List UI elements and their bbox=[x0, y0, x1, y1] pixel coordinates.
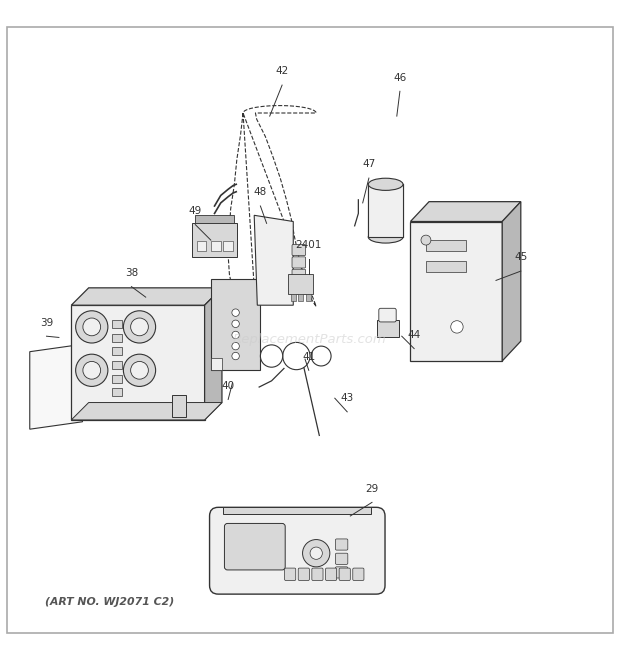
Polygon shape bbox=[211, 279, 260, 370]
Text: 48: 48 bbox=[254, 187, 267, 197]
FancyBboxPatch shape bbox=[112, 334, 122, 342]
Text: 49: 49 bbox=[188, 206, 202, 216]
FancyBboxPatch shape bbox=[298, 294, 303, 302]
FancyBboxPatch shape bbox=[326, 568, 337, 581]
Circle shape bbox=[232, 320, 239, 327]
Text: 47: 47 bbox=[362, 160, 376, 170]
Polygon shape bbox=[410, 222, 502, 361]
FancyBboxPatch shape bbox=[379, 308, 396, 322]
Text: 40: 40 bbox=[221, 381, 235, 391]
FancyBboxPatch shape bbox=[112, 347, 122, 356]
Text: 42: 42 bbox=[275, 67, 289, 77]
FancyBboxPatch shape bbox=[172, 395, 186, 417]
Circle shape bbox=[123, 311, 156, 343]
FancyBboxPatch shape bbox=[298, 568, 309, 581]
Text: 46: 46 bbox=[393, 73, 407, 82]
FancyBboxPatch shape bbox=[368, 184, 403, 237]
Circle shape bbox=[451, 321, 463, 333]
FancyBboxPatch shape bbox=[192, 222, 237, 257]
FancyBboxPatch shape bbox=[312, 568, 323, 581]
Circle shape bbox=[232, 331, 239, 339]
Text: 38: 38 bbox=[125, 268, 138, 278]
Text: 45: 45 bbox=[514, 252, 528, 263]
Circle shape bbox=[421, 235, 431, 245]
FancyBboxPatch shape bbox=[335, 553, 348, 564]
FancyBboxPatch shape bbox=[211, 241, 221, 251]
Circle shape bbox=[232, 352, 239, 360]
Polygon shape bbox=[71, 288, 222, 305]
Polygon shape bbox=[205, 288, 222, 420]
Circle shape bbox=[83, 362, 100, 379]
Circle shape bbox=[232, 343, 239, 350]
FancyBboxPatch shape bbox=[292, 282, 306, 293]
FancyBboxPatch shape bbox=[112, 375, 122, 383]
FancyBboxPatch shape bbox=[195, 215, 234, 222]
FancyBboxPatch shape bbox=[112, 388, 122, 397]
Text: 29: 29 bbox=[365, 484, 379, 494]
Circle shape bbox=[83, 318, 100, 336]
Polygon shape bbox=[502, 202, 521, 361]
Polygon shape bbox=[71, 403, 222, 420]
FancyBboxPatch shape bbox=[288, 274, 313, 294]
FancyBboxPatch shape bbox=[285, 568, 296, 581]
Text: 44: 44 bbox=[407, 330, 421, 340]
Text: 43: 43 bbox=[340, 393, 354, 403]
Polygon shape bbox=[254, 215, 293, 305]
Polygon shape bbox=[30, 345, 82, 429]
FancyBboxPatch shape bbox=[292, 244, 306, 255]
Circle shape bbox=[283, 343, 310, 370]
Ellipse shape bbox=[368, 231, 403, 243]
Circle shape bbox=[311, 346, 331, 366]
Polygon shape bbox=[410, 202, 521, 222]
FancyBboxPatch shape bbox=[426, 240, 466, 251]
Circle shape bbox=[131, 318, 148, 336]
FancyBboxPatch shape bbox=[223, 241, 233, 251]
FancyBboxPatch shape bbox=[112, 320, 122, 328]
Circle shape bbox=[232, 309, 239, 316]
FancyBboxPatch shape bbox=[291, 294, 296, 302]
Circle shape bbox=[303, 540, 330, 567]
Polygon shape bbox=[223, 508, 371, 513]
FancyBboxPatch shape bbox=[335, 539, 348, 550]
Text: ReplacementParts.com: ReplacementParts.com bbox=[233, 333, 387, 346]
Text: (ART NO. WJ2071 C2): (ART NO. WJ2071 C2) bbox=[45, 597, 174, 607]
Circle shape bbox=[123, 354, 156, 386]
FancyBboxPatch shape bbox=[292, 257, 306, 268]
FancyBboxPatch shape bbox=[306, 294, 311, 302]
Polygon shape bbox=[71, 305, 205, 420]
Ellipse shape bbox=[368, 178, 403, 190]
Text: 39: 39 bbox=[40, 317, 53, 327]
FancyBboxPatch shape bbox=[335, 567, 348, 578]
FancyBboxPatch shape bbox=[224, 523, 285, 570]
FancyBboxPatch shape bbox=[210, 508, 385, 594]
Circle shape bbox=[76, 311, 108, 343]
Circle shape bbox=[131, 362, 148, 379]
Circle shape bbox=[310, 547, 322, 559]
Text: 41: 41 bbox=[302, 352, 316, 362]
Text: 2401: 2401 bbox=[296, 240, 322, 250]
Circle shape bbox=[260, 345, 283, 367]
FancyBboxPatch shape bbox=[112, 361, 122, 369]
FancyBboxPatch shape bbox=[377, 320, 399, 337]
Polygon shape bbox=[211, 358, 222, 370]
FancyBboxPatch shape bbox=[339, 568, 350, 581]
FancyBboxPatch shape bbox=[426, 261, 466, 273]
FancyBboxPatch shape bbox=[197, 241, 206, 251]
FancyBboxPatch shape bbox=[353, 568, 364, 581]
Circle shape bbox=[76, 354, 108, 386]
FancyBboxPatch shape bbox=[292, 269, 306, 280]
